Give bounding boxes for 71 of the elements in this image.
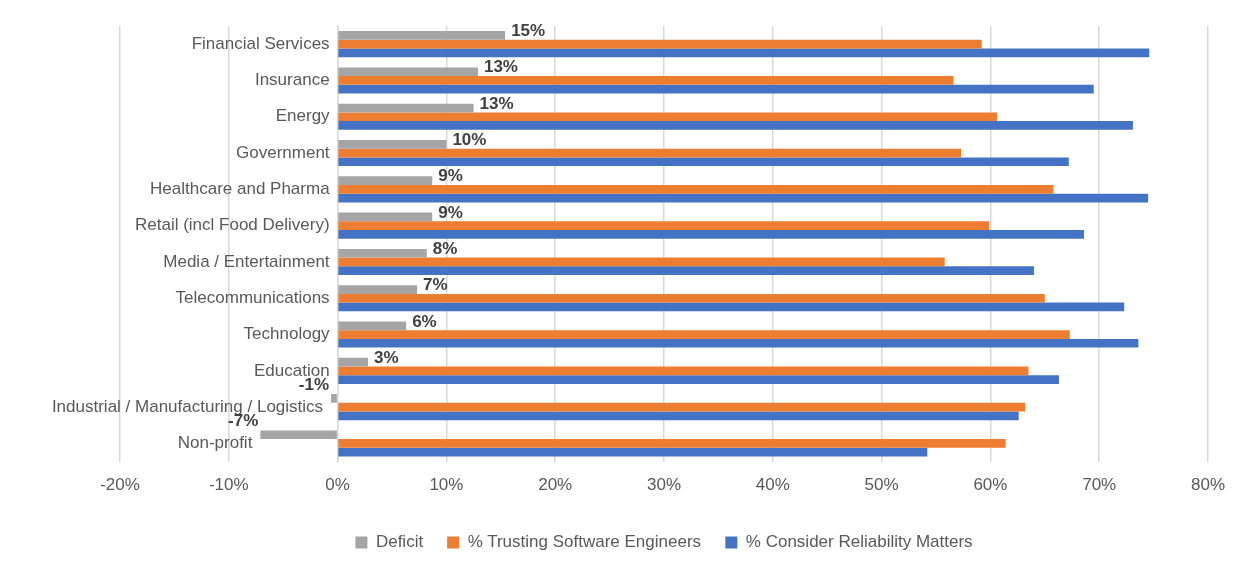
- x-tick-label: 20%: [538, 475, 573, 495]
- x-tick-label: 80%: [1190, 475, 1226, 495]
- x-tick-label: 30%: [646, 475, 682, 495]
- bar: [338, 221, 990, 231]
- bar: [338, 112, 997, 122]
- bar: [338, 447, 928, 457]
- x-tick-label: 70%: [1082, 475, 1117, 495]
- y-tick-label: Healthcare and Pharma: [150, 179, 331, 199]
- x-tick-label: 50%: [864, 475, 899, 495]
- bar: [338, 76, 954, 85]
- bar: [338, 184, 1054, 194]
- bar: [338, 39, 982, 49]
- bar: [338, 366, 1029, 376]
- bar: [338, 31, 506, 40]
- bar: [338, 48, 1150, 58]
- bar: [338, 402, 1026, 412]
- x-tick-label: -20%: [100, 475, 140, 495]
- x-tick-label: 60%: [973, 475, 1008, 495]
- data-label: -1%: [298, 375, 330, 395]
- bar: [338, 193, 1149, 203]
- x-tick-label: 10%: [429, 475, 464, 495]
- legend-label: % Consider Reliability Matters: [745, 532, 973, 552]
- data-label: 3%: [374, 347, 399, 367]
- x-tick-label: 40%: [755, 475, 790, 495]
- bar: [260, 430, 337, 440]
- bar: [338, 321, 407, 331]
- bar: [338, 257, 945, 267]
- bar: [338, 375, 1059, 384]
- data-label: 9%: [438, 166, 463, 186]
- bar: [338, 285, 418, 294]
- bar: [338, 139, 447, 149]
- y-tick-label: Retail (incl Food Delivery): [134, 215, 330, 235]
- bar: [338, 411, 1019, 421]
- y-tick-label: Non-profit: [177, 433, 253, 453]
- y-tick-label: Financial Services: [191, 33, 330, 53]
- x-tick-label: -10%: [208, 475, 249, 495]
- bar: [338, 148, 962, 158]
- bar: [338, 293, 1045, 303]
- y-tick-label: Technology: [243, 324, 331, 344]
- bar: [338, 338, 1139, 348]
- bar: [338, 357, 369, 367]
- bar: [338, 176, 433, 185]
- legend-label: Deficit: [375, 532, 424, 552]
- bar: [338, 121, 1133, 130]
- bar: [338, 302, 1125, 312]
- y-tick-label: Government: [236, 142, 330, 162]
- data-label: 8%: [432, 238, 458, 258]
- bar: [338, 103, 474, 113]
- data-label: 15%: [511, 21, 546, 41]
- bar: [338, 439, 1006, 448]
- data-label: 9%: [438, 202, 463, 222]
- bar: [338, 212, 433, 222]
- data-label: 10%: [452, 130, 487, 150]
- y-tick-label: Media / Entertainment: [163, 251, 330, 271]
- data-label: 7%: [423, 275, 448, 295]
- bar: [331, 394, 337, 403]
- bar: [338, 330, 1070, 339]
- legend-label: % Trusting Software Engineers: [467, 532, 702, 552]
- bar: [338, 84, 1094, 94]
- bar: [338, 157, 1069, 167]
- data-label: 13%: [483, 57, 518, 77]
- bar: [338, 67, 478, 77]
- x-tick-label: 0%: [325, 475, 350, 495]
- y-tick-label: Telecommunications: [175, 287, 330, 307]
- data-label: 13%: [479, 93, 514, 113]
- bar: [338, 230, 1084, 239]
- y-tick-label: Energy: [275, 106, 331, 126]
- y-tick-label: Insurance: [254, 70, 330, 90]
- bar: [338, 266, 1034, 276]
- bar: [338, 248, 427, 258]
- data-label: 6%: [412, 311, 437, 331]
